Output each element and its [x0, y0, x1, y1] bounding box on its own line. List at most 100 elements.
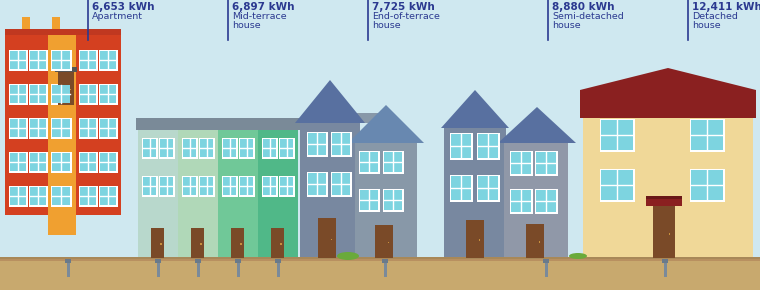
Bar: [10, 85, 26, 103]
Text: 6,653 kWh: 6,653 kWh: [92, 2, 154, 12]
Bar: [360, 152, 378, 172]
Bar: [8, 151, 27, 173]
Bar: [221, 137, 237, 159]
Bar: [182, 137, 198, 159]
Bar: [10, 153, 26, 171]
Bar: [375, 225, 393, 258]
Bar: [653, 206, 675, 258]
Bar: [80, 187, 96, 205]
Text: 12,411 kWh: 12,411 kWh: [692, 2, 760, 12]
Text: 7,725 kWh: 7,725 kWh: [372, 2, 435, 12]
Polygon shape: [498, 107, 576, 143]
Bar: [195, 259, 201, 263]
Text: 8,880 kWh: 8,880 kWh: [552, 2, 615, 12]
Bar: [261, 175, 277, 197]
Bar: [646, 199, 682, 206]
Bar: [263, 139, 276, 157]
Bar: [239, 137, 255, 159]
Bar: [663, 259, 667, 277]
Bar: [200, 139, 213, 157]
Bar: [258, 130, 298, 258]
Bar: [236, 259, 239, 277]
Bar: [308, 133, 326, 155]
Bar: [509, 188, 533, 213]
Bar: [30, 187, 46, 205]
Bar: [691, 120, 723, 150]
Bar: [50, 84, 71, 104]
Bar: [271, 228, 284, 258]
Bar: [80, 85, 96, 103]
Bar: [183, 139, 196, 157]
Bar: [8, 117, 27, 139]
Polygon shape: [295, 80, 365, 123]
Bar: [261, 137, 277, 159]
Bar: [198, 137, 214, 159]
Bar: [100, 187, 116, 205]
Text: Mid-terrace: Mid-terrace: [232, 12, 287, 21]
Bar: [278, 137, 295, 159]
Bar: [67, 259, 69, 277]
Bar: [55, 67, 77, 72]
Bar: [691, 170, 723, 200]
Bar: [198, 175, 214, 197]
Bar: [10, 51, 26, 69]
Bar: [201, 243, 202, 244]
Bar: [331, 131, 351, 157]
Bar: [600, 119, 635, 151]
Polygon shape: [348, 105, 424, 143]
Bar: [22, 17, 30, 29]
Bar: [29, 186, 47, 206]
Bar: [355, 143, 417, 258]
Bar: [662, 259, 668, 263]
Bar: [80, 153, 96, 171]
Bar: [160, 139, 173, 157]
Bar: [0, 258, 760, 261]
Bar: [275, 259, 281, 263]
Bar: [80, 51, 96, 69]
Bar: [52, 51, 70, 69]
Polygon shape: [441, 90, 509, 128]
Bar: [300, 123, 360, 258]
Bar: [580, 90, 756, 118]
Bar: [388, 242, 389, 243]
Bar: [534, 151, 558, 175]
Bar: [331, 238, 332, 240]
Bar: [99, 50, 118, 70]
Bar: [141, 175, 157, 197]
Bar: [99, 151, 118, 173]
Bar: [600, 168, 635, 202]
Bar: [100, 51, 116, 69]
Bar: [601, 170, 633, 200]
Bar: [332, 173, 350, 195]
Bar: [280, 243, 282, 244]
Bar: [178, 130, 218, 258]
Bar: [280, 177, 293, 195]
Bar: [444, 128, 506, 258]
Bar: [382, 151, 404, 173]
Bar: [141, 137, 157, 159]
Bar: [239, 175, 255, 197]
Bar: [646, 196, 682, 199]
Bar: [689, 168, 724, 202]
Bar: [100, 85, 116, 103]
Bar: [318, 218, 336, 258]
Bar: [100, 119, 116, 137]
Text: Semi-detached: Semi-detached: [552, 12, 624, 21]
Bar: [306, 131, 328, 157]
Bar: [477, 175, 499, 202]
Bar: [29, 151, 47, 173]
Bar: [76, 35, 121, 215]
Bar: [80, 119, 96, 137]
Bar: [278, 175, 295, 197]
Bar: [669, 233, 670, 235]
Bar: [78, 84, 97, 104]
Bar: [384, 259, 387, 277]
Bar: [160, 177, 173, 195]
Bar: [223, 177, 236, 195]
Bar: [332, 133, 350, 155]
Bar: [280, 139, 293, 157]
Bar: [5, 29, 121, 35]
Bar: [536, 190, 556, 212]
Bar: [218, 130, 258, 258]
Bar: [143, 177, 156, 195]
